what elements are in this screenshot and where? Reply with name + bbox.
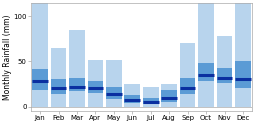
Bar (179, 78, 195, 94)
Bar (106, 87, 121, 99)
Bar (234, 61, 250, 89)
Bar (87, 60, 103, 107)
Bar (142, 87, 158, 107)
Bar (142, 97, 158, 104)
Bar (216, 36, 231, 107)
Y-axis label: Monthly Rainfall (mm): Monthly Rainfall (mm) (3, 14, 12, 100)
Bar (161, 90, 176, 102)
Bar (69, 30, 85, 107)
Bar (51, 79, 66, 94)
Bar (32, 0, 48, 107)
Bar (32, 69, 48, 90)
Bar (87, 81, 103, 93)
Bar (69, 78, 85, 91)
Bar (161, 84, 176, 107)
Bar (197, 63, 213, 81)
Bar (197, 0, 213, 107)
Bar (234, 0, 250, 107)
Bar (124, 84, 140, 107)
Bar (106, 60, 121, 107)
Bar (124, 95, 140, 103)
Bar (51, 48, 66, 107)
Bar (216, 68, 231, 83)
Bar (179, 43, 195, 107)
